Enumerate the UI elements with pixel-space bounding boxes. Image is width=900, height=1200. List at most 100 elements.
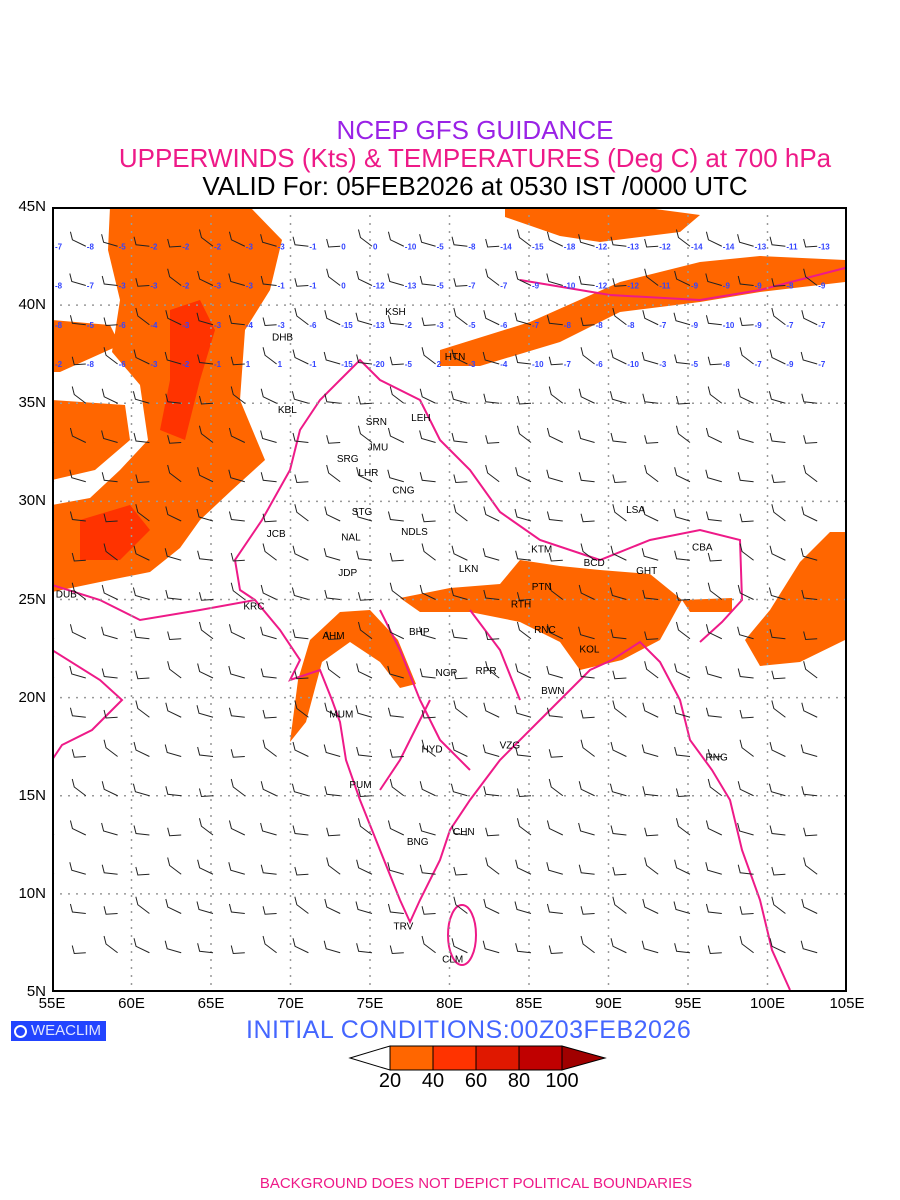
wind-barb [642, 506, 659, 522]
wind-barb [453, 700, 468, 718]
temperature-value: -4 [150, 321, 158, 330]
wind-barb [292, 236, 309, 247]
temperature-value: -3 [150, 282, 158, 291]
wind-barb [419, 275, 436, 286]
wind-barb [387, 903, 404, 914]
temperature-value: -5 [437, 282, 445, 291]
wind-barb [103, 513, 118, 523]
wind-barb [324, 702, 341, 718]
wind-barb [578, 472, 595, 483]
wind-barb [546, 231, 564, 247]
wind-barb [230, 356, 245, 366]
chart-subtitle: UPPERWINDS (Kts) & TEMPERATURES (Deg C) … [118, 143, 832, 173]
wind-barb [228, 624, 246, 640]
wind-barb [771, 278, 786, 287]
wind-barb [262, 513, 277, 523]
wind-barb [326, 268, 341, 286]
wind-barb [421, 513, 436, 523]
wind-barb [132, 587, 150, 600]
wind-barb [768, 391, 786, 404]
wind-barb [197, 550, 214, 561]
wind-barb [69, 273, 86, 286]
wind-barb [260, 388, 277, 404]
wind-barb [642, 589, 659, 600]
wind-barb [294, 504, 309, 522]
wind-barb [514, 312, 532, 326]
city-label: SRN [366, 417, 387, 428]
wind-barb [103, 543, 118, 561]
wind-barb [578, 584, 595, 600]
wind-barb [101, 234, 118, 247]
wind-barb [771, 504, 786, 522]
wind-barb [580, 513, 595, 523]
wind-barb [135, 278, 150, 287]
wind-barb [228, 511, 245, 522]
wind-barb [326, 631, 341, 641]
legend-below-20 [348, 1045, 391, 1071]
wind-barb [705, 624, 723, 640]
wind-barb [356, 663, 373, 679]
city-label: HTN [445, 352, 466, 363]
temperature-value: -14 [500, 242, 512, 251]
wind-barb [610, 545, 627, 561]
wind-barb [546, 820, 564, 836]
city-label: LKN [459, 564, 478, 575]
wind-barb [230, 945, 245, 955]
temperature-value: -5 [468, 321, 476, 330]
wind-barb [483, 702, 500, 718]
wind-barb [674, 943, 691, 954]
temperature-value: -8 [786, 282, 794, 291]
wind-barb [450, 783, 468, 797]
temperature-value: -6 [119, 321, 127, 330]
wind-barb [133, 349, 150, 365]
wind-barb [389, 749, 404, 758]
wind-barb [578, 668, 595, 679]
wind-barb [801, 589, 818, 600]
city-label: KTM [531, 544, 552, 555]
wind-barb [737, 584, 754, 600]
lon-tick-label: 105E [829, 995, 865, 1012]
wind-barb [198, 818, 214, 836]
wind-barb [546, 511, 563, 522]
wind-barb [198, 788, 214, 798]
wind-barb [580, 317, 595, 327]
wind-barb [769, 825, 786, 836]
city-label: KSH [385, 307, 406, 318]
city-label: STG [352, 507, 373, 518]
wind-barb [548, 356, 563, 366]
temperature-value: -3 [659, 360, 667, 369]
temperature-value: -8 [468, 242, 476, 251]
temperature-labels: -7 -8 -5 -2 -2 -2 -3 -3 -1 0 0 -10 -5 -8 -14 -15 -18 -12-… [55, 242, 830, 369]
wind-barb [421, 543, 436, 561]
wind-barb [101, 430, 118, 443]
temperature-value: -3 [278, 321, 286, 330]
wind-barb [737, 781, 754, 797]
wind-barb [644, 464, 659, 483]
wind-barb [421, 739, 436, 757]
wind-barb [324, 393, 341, 404]
temperature-value: -15 [532, 242, 544, 251]
wind-barb [355, 508, 373, 522]
wind-barb [548, 386, 564, 404]
wind-barb [644, 238, 659, 248]
temperature-value: -3 [468, 360, 476, 369]
temperature-value: -6 [596, 360, 604, 369]
wind-barb [71, 582, 87, 600]
wind-barb [292, 938, 309, 954]
wind-barb [580, 347, 595, 365]
wind-barb [737, 430, 754, 443]
wind-barb [485, 857, 500, 875]
wind-barb [548, 749, 563, 758]
wind-barb [387, 469, 404, 483]
temperature-value: -20 [373, 360, 385, 369]
wind-barb [707, 386, 723, 404]
wind-barb [485, 435, 500, 444]
wind-barb [609, 391, 627, 404]
temperature-value: -1 [309, 282, 317, 291]
wind-barb [768, 587, 786, 600]
wind-barb [482, 744, 500, 757]
city-label: GHT [636, 566, 657, 577]
wind-barb [260, 584, 277, 600]
wind-barb [801, 898, 818, 914]
city-label: BNG [407, 837, 429, 848]
